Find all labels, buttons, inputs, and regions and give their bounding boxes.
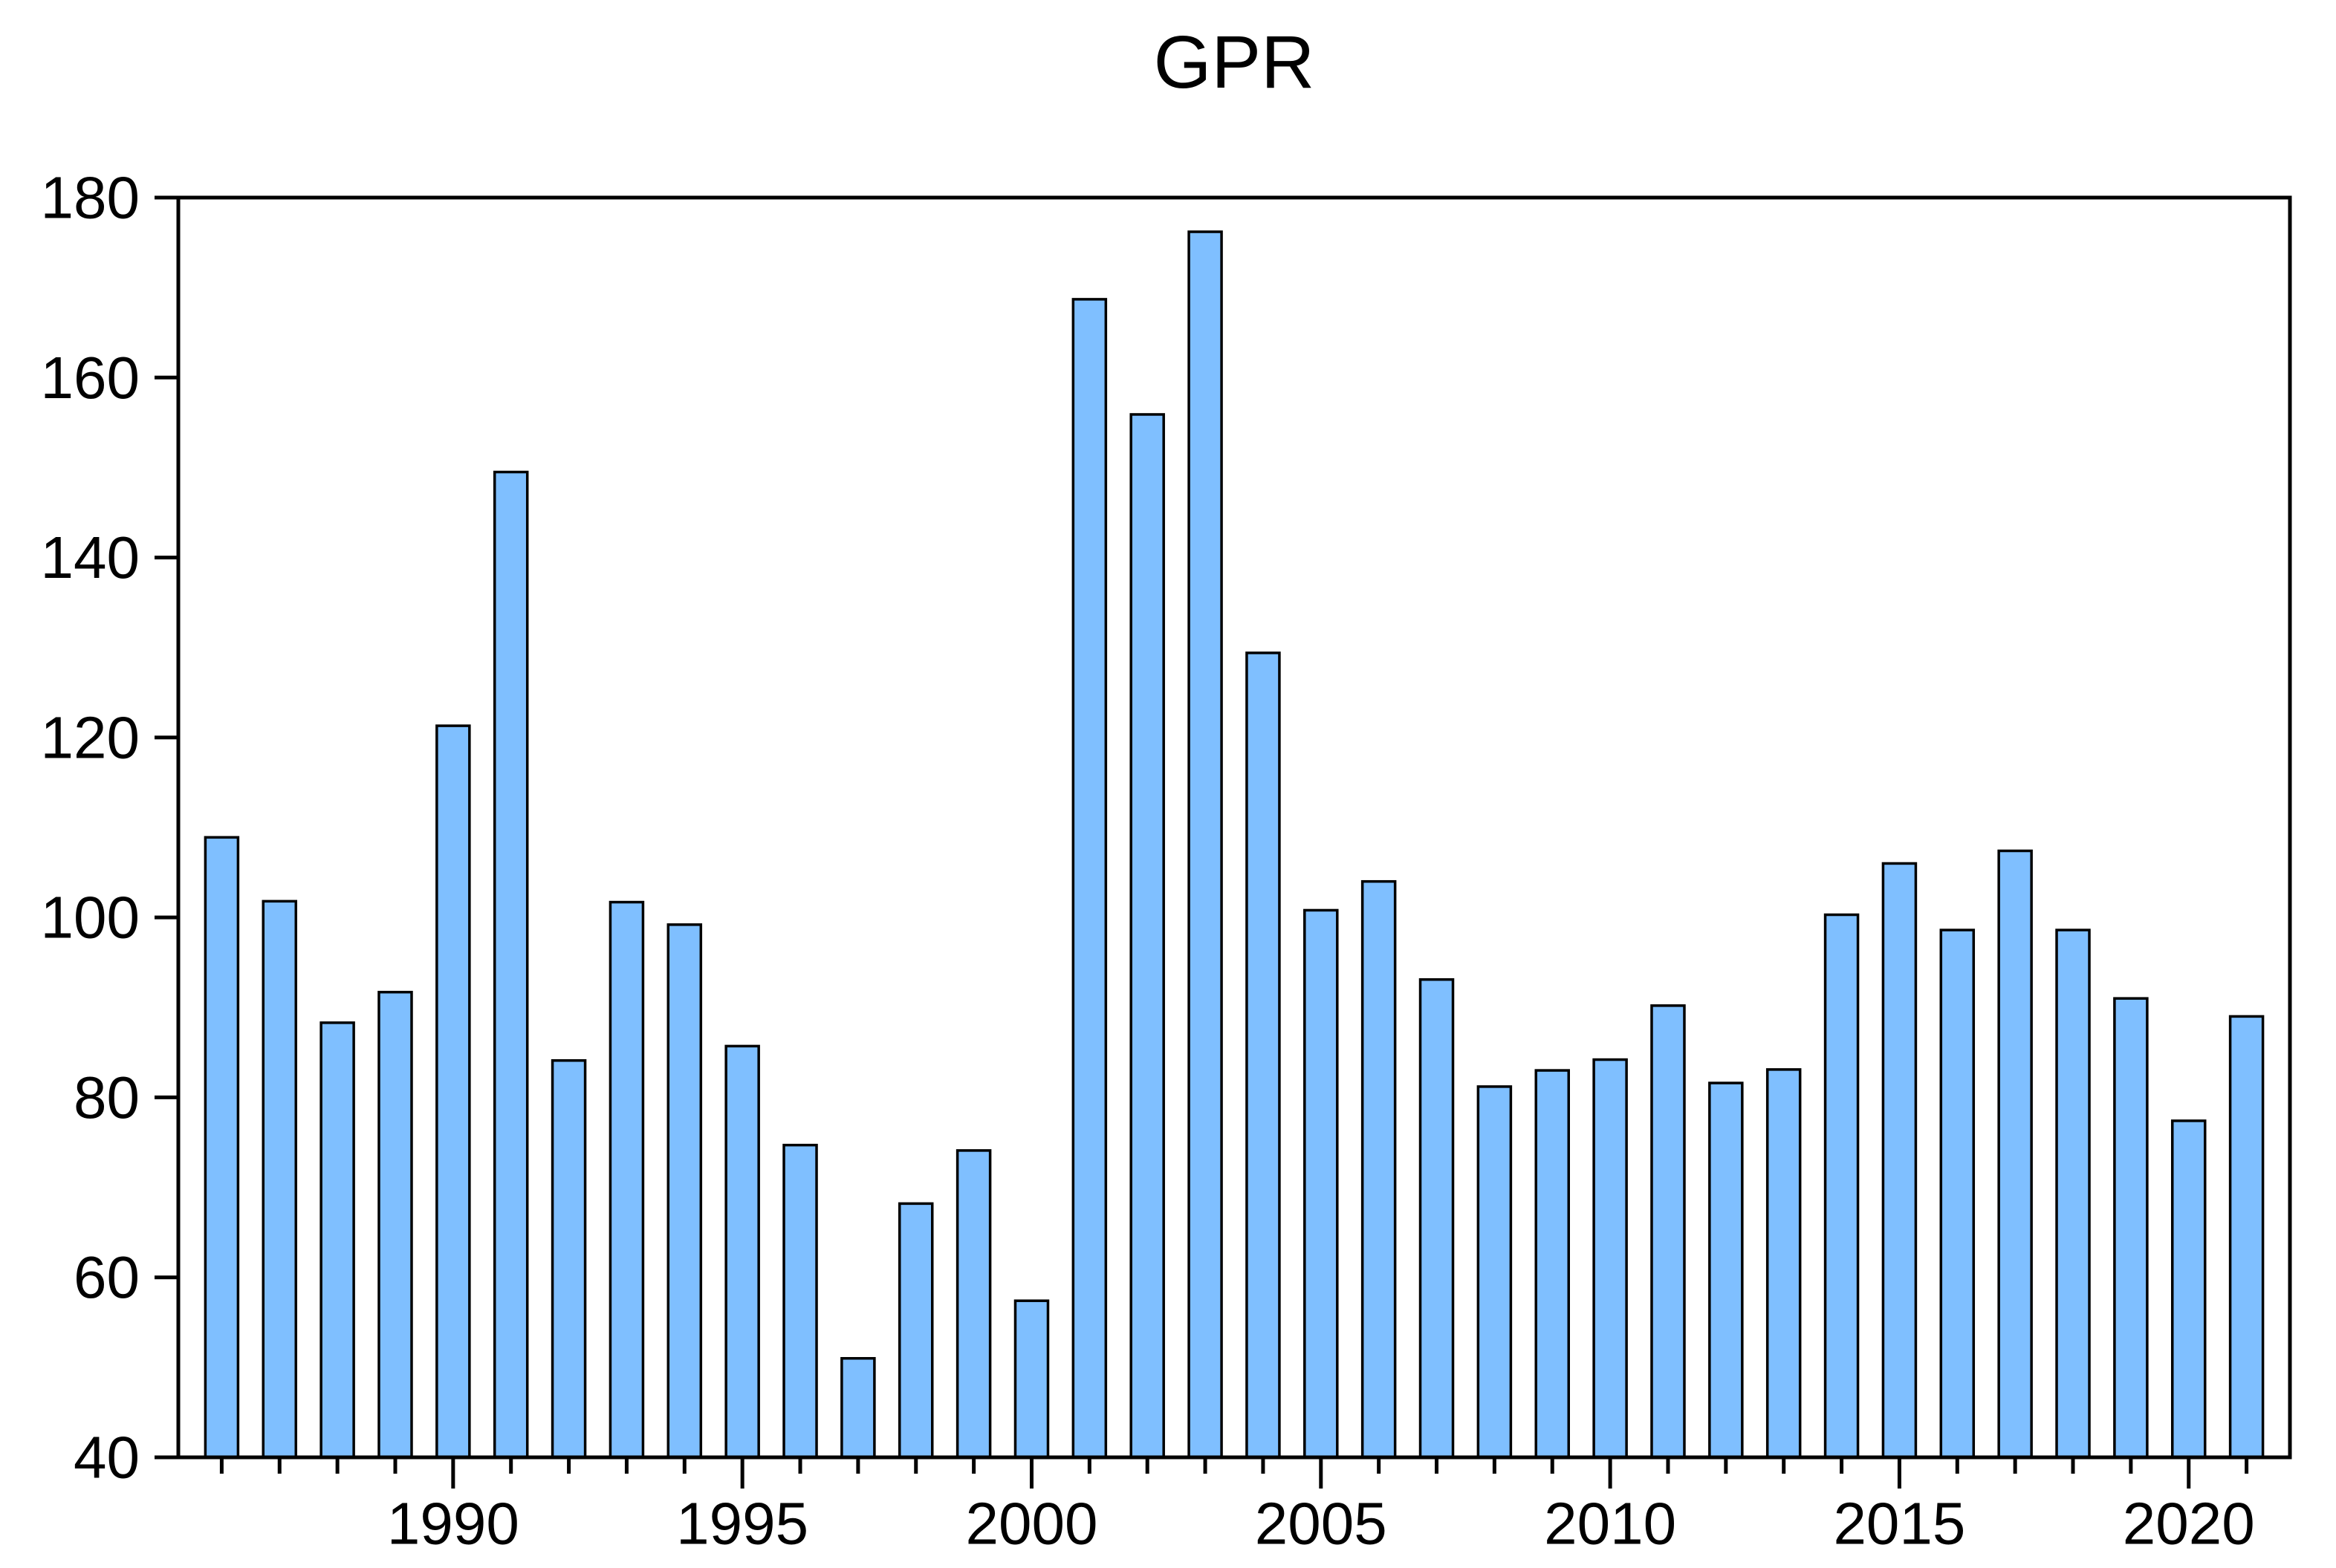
bar-1986 <box>204 836 240 1459</box>
y-tick-label-60: 60 <box>74 1244 140 1310</box>
bar-1993 <box>609 900 645 1459</box>
bar-2000 <box>1013 1299 1050 1459</box>
x-tick-label-2010: 2010 <box>1544 1491 1676 1557</box>
bar-2021 <box>2228 1015 2265 1459</box>
bar-1997 <box>840 1356 876 1459</box>
bar-2014 <box>1823 913 1860 1459</box>
bar-2017 <box>1997 849 2033 1459</box>
bar-2015 <box>1881 862 1918 1459</box>
bar-1995 <box>724 1044 760 1459</box>
y-tick-label-100: 100 <box>41 885 140 951</box>
plot-frame <box>176 195 2292 1460</box>
bar-2008 <box>1476 1085 1513 1459</box>
bar-2002 <box>1129 413 1165 1459</box>
bar-2020 <box>2170 1119 2207 1459</box>
bar-2001 <box>1071 298 1108 1459</box>
x-tick-label-2020: 2020 <box>2123 1491 2255 1557</box>
bar-2004 <box>1245 651 1281 1459</box>
y-tick-label-120: 120 <box>41 704 140 770</box>
bar-2011 <box>1650 1004 1686 1459</box>
bar-1998 <box>898 1202 934 1459</box>
y-tick-label-40: 40 <box>74 1425 140 1491</box>
bar-2009 <box>1534 1069 1570 1459</box>
bar-1999 <box>956 1149 992 1459</box>
bar-1987 <box>262 900 298 1459</box>
bar-2012 <box>1708 1081 1744 1459</box>
bar-2007 <box>1418 977 1455 1459</box>
chart-title: GPR <box>1154 21 1315 104</box>
x-tick-label-2015: 2015 <box>1833 1491 1965 1557</box>
bar-2010 <box>1592 1058 1628 1459</box>
bar-1989 <box>377 990 413 1459</box>
y-tick-label-160: 160 <box>41 345 140 411</box>
bar-1994 <box>666 923 703 1459</box>
x-tick-label-1990: 1990 <box>387 1491 519 1557</box>
bar-1996 <box>782 1143 818 1459</box>
bar-1991 <box>493 470 529 1459</box>
bar-2019 <box>2113 997 2149 1459</box>
bar-1992 <box>551 1059 587 1459</box>
bar-2006 <box>1360 879 1397 1459</box>
bar-1988 <box>319 1021 355 1459</box>
bar-2018 <box>2055 928 2091 1459</box>
y-tick-label-80: 80 <box>74 1064 140 1131</box>
bar-2003 <box>1187 230 1223 1459</box>
bar-2016 <box>1939 928 1976 1459</box>
bar-2005 <box>1303 908 1339 1459</box>
bar-2013 <box>1765 1068 1802 1459</box>
plot-area: 180 160 140 120 100 80 60 40 1990 1995 2000 2005 201… <box>41 165 2265 1557</box>
x-tick-label-1995: 1995 <box>676 1491 808 1557</box>
y-tick-label-180: 180 <box>41 165 140 231</box>
y-tick-label-140: 140 <box>41 524 140 591</box>
x-tick-label-2000: 2000 <box>965 1491 1097 1557</box>
bar-1990 <box>435 724 471 1459</box>
x-tick-label-2005: 2005 <box>1255 1491 1387 1557</box>
